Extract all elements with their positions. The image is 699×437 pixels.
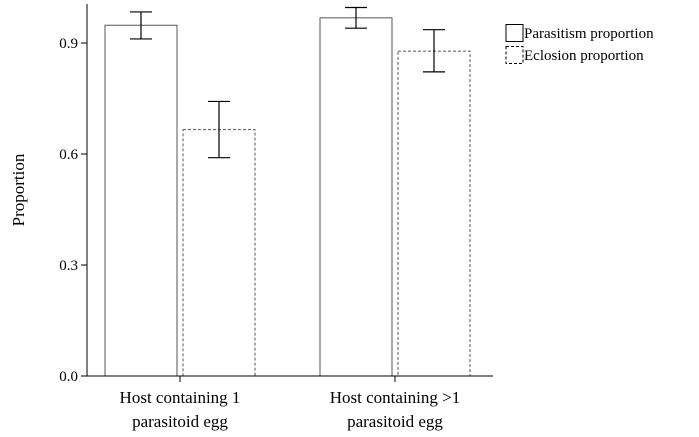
legend-label: Eclosion proportion — [524, 48, 644, 64]
x-tick-label-line1: Host containing >1 — [330, 388, 460, 407]
y-tick-label: 0.0 — [59, 369, 78, 385]
error-bar-eclosion-0 — [208, 100, 230, 159]
legend-label: Parasitism proportion — [524, 26, 654, 42]
legend-swatch — [505, 46, 524, 64]
error-bar-eclosion-1 — [423, 29, 445, 73]
y-tick-label: 0.3 — [59, 258, 78, 274]
y-tick-label: 0.9 — [59, 36, 78, 52]
error-bars-group — [130, 6, 445, 159]
x-tick-label-line2: parasitoid egg — [132, 412, 228, 431]
x-tick-label-line2: parasitoid egg — [347, 412, 443, 431]
bar-eclosion-1 — [397, 50, 471, 377]
bar-eclosion-0 — [182, 129, 256, 377]
legend-item-eclosion: Eclosion proportion — [505, 46, 644, 64]
error-bar-parasitism-0 — [130, 11, 152, 40]
legend-swatch — [505, 24, 524, 42]
legend-item-parasitism: Parasitism proportion — [505, 24, 654, 42]
x-tick-label-line1: Host containing 1 — [120, 388, 241, 407]
legend: Parasitism proportion Eclosion proportion — [505, 24, 654, 64]
y-tick-label: 0.6 — [59, 147, 78, 163]
axes-group: 0.0 0.3 0.6 0.9 Host containing 1 parasitoid … — [59, 4, 493, 431]
error-bar-parasitism-1 — [345, 6, 367, 29]
bars-group — [104, 17, 471, 377]
y-axis-label: Proportion — [9, 153, 28, 226]
bar-parasitism-1 — [319, 17, 393, 377]
bar-parasitism-0 — [104, 24, 178, 377]
